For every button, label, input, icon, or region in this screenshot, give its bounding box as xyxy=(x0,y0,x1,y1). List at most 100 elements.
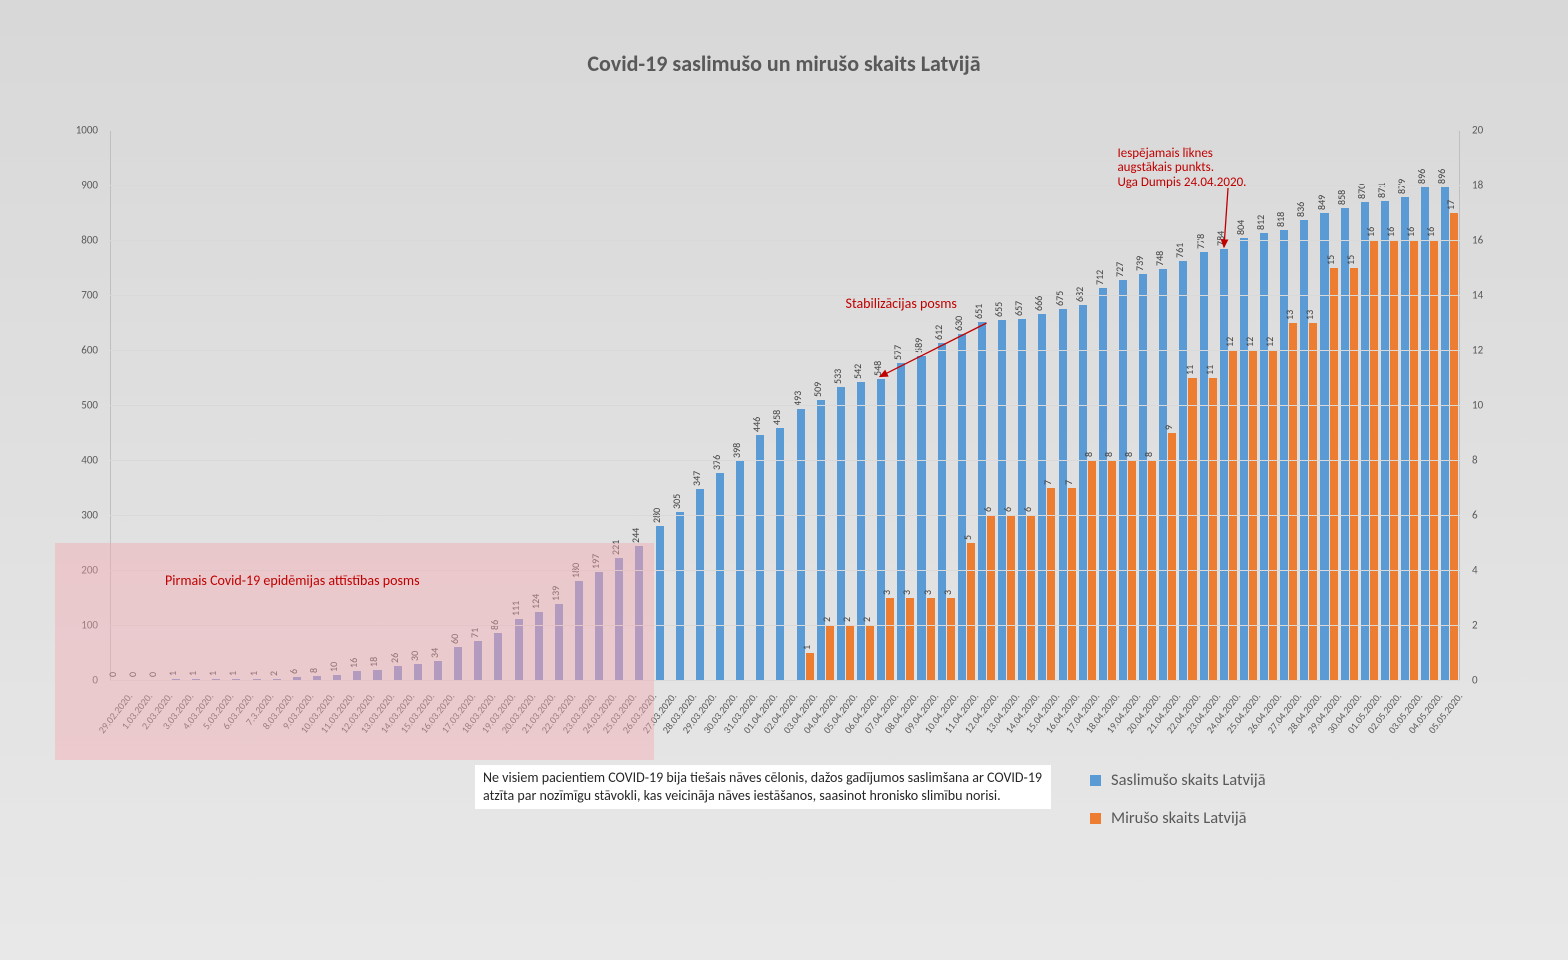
y-right-tick: 2 xyxy=(1472,619,1478,632)
cases-bar xyxy=(837,387,845,680)
deaths-value-label: 7 xyxy=(1062,479,1075,484)
deaths-value-label: 2 xyxy=(820,617,833,622)
cases-value-label: 244 xyxy=(629,528,642,543)
deaths-bar xyxy=(1188,378,1196,681)
cases-bar xyxy=(1179,261,1187,680)
footnote-box: Ne visiem pacientiem COVID-19 bija tieša… xyxy=(475,765,1051,809)
y-right-tick: 0 xyxy=(1472,674,1478,687)
deaths-value-label: 12 xyxy=(1223,337,1236,347)
cases-value-label: 739 xyxy=(1133,255,1146,270)
y-right-tick: 10 xyxy=(1472,399,1483,412)
y-right-tick: 18 xyxy=(1472,179,1483,192)
cases-bar xyxy=(1401,197,1409,680)
cases-bar xyxy=(1320,213,1328,680)
cases-value-label: 778 xyxy=(1194,234,1207,249)
legend-item-cases: Saslimušo skaits Latvijā xyxy=(1090,770,1266,790)
deaths-bar xyxy=(1209,378,1217,681)
cases-bar xyxy=(857,382,865,680)
deaths-value-label: 13 xyxy=(1283,309,1296,319)
gridline xyxy=(110,460,1460,461)
deaths-bar xyxy=(927,598,935,681)
cases-bar xyxy=(716,473,724,680)
cases-bar xyxy=(817,400,825,680)
y-left-tick: 600 xyxy=(81,344,98,357)
cases-value-label: 666 xyxy=(1032,295,1045,310)
cases-bar xyxy=(1280,230,1288,680)
legend: Saslimušo skaits Latvijā Mirušo skaits L… xyxy=(1090,770,1266,846)
cases-value-label: 533 xyxy=(831,369,844,384)
deaths-bar xyxy=(1450,213,1458,681)
deaths-value-label: 16 xyxy=(1404,227,1417,237)
deaths-bar xyxy=(1330,268,1338,681)
cases-bar xyxy=(1079,305,1087,680)
cases-bar xyxy=(877,379,885,680)
deaths-value-label: 16 xyxy=(1384,227,1397,237)
deaths-value-label: 6 xyxy=(981,507,994,512)
deaths-value-label: 8 xyxy=(1082,452,1095,457)
deaths-value-label: 5 xyxy=(961,534,974,539)
cases-bar xyxy=(656,526,664,680)
y-left-tick: 700 xyxy=(81,289,98,302)
cases-value-label: 896 xyxy=(1415,169,1428,184)
cases-value-label: 896 xyxy=(1435,169,1448,184)
deaths-bar xyxy=(1068,488,1076,681)
cases-bar xyxy=(676,512,684,680)
cases-value-label: 398 xyxy=(730,443,743,458)
deaths-value-label: 3 xyxy=(880,589,893,594)
deaths-value-label: 8 xyxy=(1122,452,1135,457)
deaths-bar xyxy=(1007,515,1015,680)
cases-bar xyxy=(1220,249,1228,680)
deaths-bar xyxy=(906,598,914,681)
deaths-value-label: 11 xyxy=(1183,364,1196,374)
gridline xyxy=(110,350,1460,351)
cases-value-label: 836 xyxy=(1294,202,1307,217)
cases-value-label: 675 xyxy=(1053,291,1066,306)
cases-value-label: 493 xyxy=(791,391,804,406)
deaths-bar xyxy=(987,515,995,680)
cases-bar xyxy=(1119,280,1127,680)
cases-bar xyxy=(696,489,704,680)
deaths-bar xyxy=(967,543,975,681)
deaths-value-label: 3 xyxy=(900,589,913,594)
y-left-tick: 800 xyxy=(81,234,98,247)
legend-label-cases: Saslimušo skaits Latvijā xyxy=(1111,770,1266,790)
deaths-value-label: 3 xyxy=(941,589,954,594)
annotation-stabilization: Stabilizācijas posms xyxy=(846,296,957,312)
deaths-bar xyxy=(1047,488,1055,681)
y-left-tick: 400 xyxy=(81,454,98,467)
y-left-tick: 500 xyxy=(81,399,98,412)
cases-bar xyxy=(1300,220,1308,680)
deaths-value-label: 12 xyxy=(1243,337,1256,347)
gridline xyxy=(110,240,1460,241)
cases-bar xyxy=(1200,252,1208,680)
deaths-bar xyxy=(826,625,834,680)
cases-value-label: 849 xyxy=(1315,195,1328,210)
gridline xyxy=(110,130,1460,131)
deaths-value-label: 17 xyxy=(1444,199,1457,209)
deaths-bar xyxy=(1350,268,1358,681)
cases-value-label: 748 xyxy=(1153,250,1166,265)
cases-bar xyxy=(1421,187,1429,680)
cases-bar xyxy=(756,435,764,680)
y-left-tick: 1000 xyxy=(76,124,98,137)
deaths-value-label: 7 xyxy=(1041,479,1054,484)
deaths-value-label: 15 xyxy=(1344,254,1357,264)
deaths-bar xyxy=(866,625,874,680)
deaths-value-label: 6 xyxy=(1001,507,1014,512)
cases-value-label: 657 xyxy=(1012,300,1025,315)
deaths-value-label: 11 xyxy=(1203,364,1216,374)
legend-label-deaths: Mirušo skaits Latvijā xyxy=(1111,808,1247,828)
cases-bar xyxy=(1341,208,1349,680)
legend-swatch-deaths xyxy=(1090,813,1101,824)
deaths-value-label: 16 xyxy=(1424,227,1437,237)
cases-bar xyxy=(1441,187,1449,680)
legend-item-deaths: Mirušo skaits Latvijā xyxy=(1090,808,1266,828)
deaths-value-label: 8 xyxy=(1102,452,1115,457)
deaths-value-label: 15 xyxy=(1324,254,1337,264)
cases-value-label: 818 xyxy=(1274,212,1287,227)
deaths-bar xyxy=(1289,323,1297,681)
deaths-value-label: 1 xyxy=(800,644,813,649)
cases-bar xyxy=(1099,288,1107,680)
cases-bar xyxy=(1139,274,1147,680)
cases-bar xyxy=(897,363,905,680)
